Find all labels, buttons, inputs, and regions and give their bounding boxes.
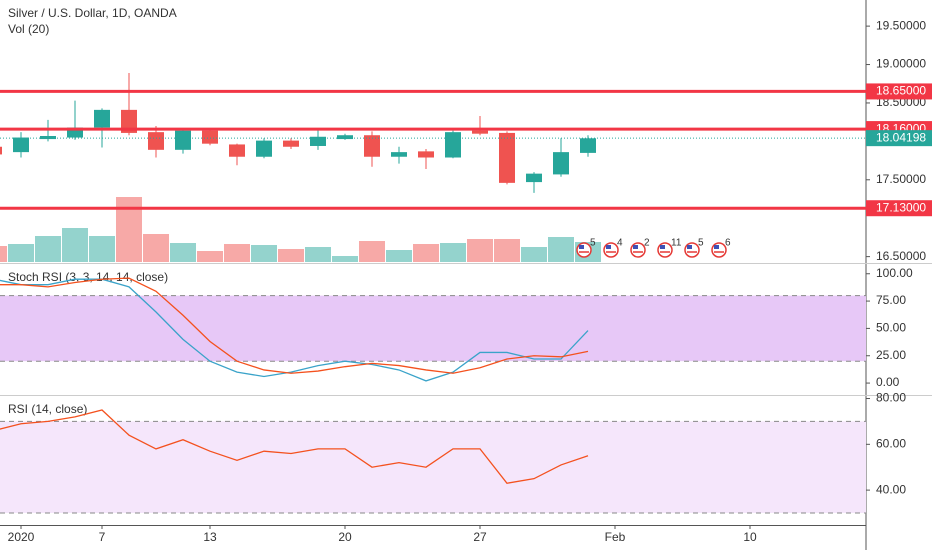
candle-body xyxy=(121,109,137,133)
volume-bar xyxy=(359,241,385,262)
candle-body xyxy=(175,130,191,150)
price-label: 18.65000 xyxy=(876,84,926,98)
event-count: 6 xyxy=(725,238,731,249)
volume-bar xyxy=(197,251,223,262)
y-tick-label: 25.00 xyxy=(876,348,906,362)
candle-body xyxy=(0,146,2,155)
volume-bar xyxy=(548,237,574,262)
price-label: 17.13000 xyxy=(876,200,926,214)
candle-body xyxy=(202,130,218,144)
last-price-box xyxy=(866,130,932,147)
indicator-line xyxy=(0,277,589,374)
y-tick-label: 19.00000 xyxy=(876,57,926,71)
x-tick-label: 27 xyxy=(473,530,487,544)
volume-bar xyxy=(251,245,277,262)
x-tick-label: 7 xyxy=(99,530,106,544)
volume-bar xyxy=(521,247,547,262)
x-tick-label: 13 xyxy=(203,530,217,544)
volume-bar xyxy=(332,256,358,262)
volume-bar xyxy=(494,239,520,262)
event-icon-canton xyxy=(579,245,584,249)
candle-body xyxy=(256,140,272,157)
event-count: 5 xyxy=(698,238,704,249)
volume-bar xyxy=(143,234,169,262)
candle-body xyxy=(310,136,326,146)
volume-bar xyxy=(386,250,412,262)
x-tick-label: 20 xyxy=(338,530,352,544)
volume-bar xyxy=(0,246,7,262)
volume-bar xyxy=(467,239,493,262)
event-icon-canton xyxy=(660,245,665,249)
volume-bar xyxy=(35,236,61,262)
volume-bar xyxy=(62,228,88,262)
volume-bar xyxy=(413,244,439,262)
y-tick-label: 16.50000 xyxy=(876,249,926,263)
candle-body xyxy=(13,137,29,153)
y-tick-label: 80.00 xyxy=(876,391,906,405)
x-tick-label: Feb xyxy=(605,530,626,544)
event-count: 5 xyxy=(590,238,596,249)
indicator-line xyxy=(0,278,589,382)
x-tick-label: 2020 xyxy=(8,530,35,544)
event-count: 11 xyxy=(671,238,682,249)
candle-body xyxy=(472,130,488,134)
candle-body xyxy=(283,140,299,147)
event-icon-canton xyxy=(714,245,719,249)
indicator-line xyxy=(0,409,589,484)
y-tick-label: 40.00 xyxy=(876,482,906,496)
volume-bar xyxy=(170,243,196,262)
y-tick-label: 19.50000 xyxy=(876,18,926,32)
candle-body xyxy=(40,135,56,140)
candle-body xyxy=(67,127,83,138)
price-label-box xyxy=(866,83,932,100)
candle-body xyxy=(148,132,164,150)
band-fill xyxy=(0,421,866,514)
volume-bar xyxy=(278,249,304,262)
candle-body xyxy=(553,152,569,175)
y-tick-label: 100.00 xyxy=(876,266,913,280)
event-icon-canton xyxy=(633,245,638,249)
candle-body xyxy=(580,138,596,153)
event-icon-canton xyxy=(606,245,611,249)
y-tick-label: 50.00 xyxy=(876,321,906,335)
pane-title: Silver / U.S. Dollar, 1D, OANDA xyxy=(8,6,177,20)
candle-body xyxy=(94,109,110,128)
pane-title: Stoch RSI (3, 3, 14, 14, close) xyxy=(8,270,168,284)
volume-bar xyxy=(89,236,115,262)
y-tick-label: 75.00 xyxy=(876,293,906,307)
last-price-label: 18.04198 xyxy=(876,130,926,144)
candle-body xyxy=(499,132,515,183)
volume-bar xyxy=(440,243,466,262)
candle-body xyxy=(526,173,542,183)
candle-body xyxy=(418,151,434,158)
candle-body xyxy=(391,152,407,157)
candle-body xyxy=(364,135,380,157)
y-tick-label: 17.50000 xyxy=(876,172,926,186)
pane-title: RSI (14, close) xyxy=(8,402,87,416)
y-tick-label: 0.00 xyxy=(876,375,900,389)
volume-bar xyxy=(305,247,331,262)
price-label-box xyxy=(866,200,932,217)
event-icon-canton xyxy=(687,245,692,249)
candle-body xyxy=(229,144,245,157)
event-count: 4 xyxy=(617,238,623,249)
y-tick-label: 60.00 xyxy=(876,436,906,450)
candle-body xyxy=(445,132,461,158)
volume-bar xyxy=(8,244,34,262)
band-fill xyxy=(0,295,866,362)
x-tick-label: 10 xyxy=(743,530,757,544)
volume-bar xyxy=(224,244,250,262)
event-count: 2 xyxy=(644,238,650,249)
pane-subtitle: Vol (20) xyxy=(8,22,49,36)
candle-body xyxy=(337,135,353,140)
